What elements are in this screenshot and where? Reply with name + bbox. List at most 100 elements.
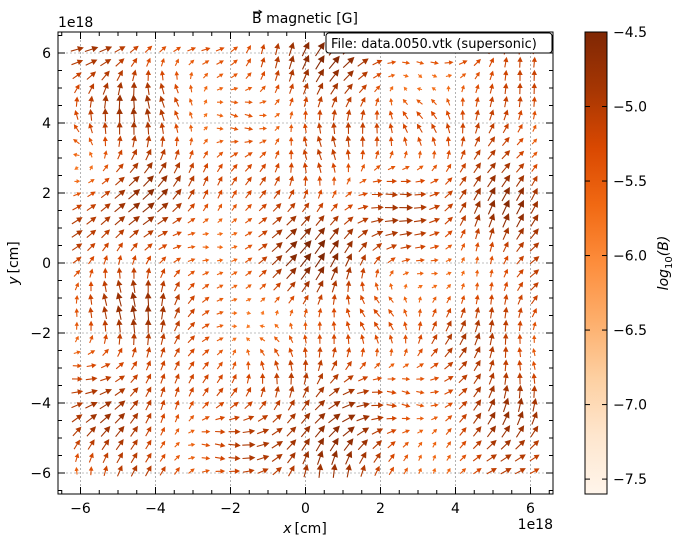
field-arrow xyxy=(389,269,394,277)
field-arrow xyxy=(371,217,384,224)
field-arrow xyxy=(159,453,166,462)
field-arrow xyxy=(203,126,208,131)
field-arrow xyxy=(117,149,123,160)
field-arrow xyxy=(302,346,308,358)
field-arrow xyxy=(503,82,509,95)
field-arrow xyxy=(331,307,337,318)
field-arrow xyxy=(373,308,381,317)
field-arrow xyxy=(302,385,309,398)
field-arrow xyxy=(145,399,152,411)
field-arrow xyxy=(514,454,526,462)
field-arrow xyxy=(430,244,440,250)
field-arrow xyxy=(516,187,524,201)
field-arrow xyxy=(144,243,153,251)
y-tick-label: 6 xyxy=(42,46,51,62)
field-arrow xyxy=(259,324,265,329)
field-arrow xyxy=(489,83,495,94)
field-arrow xyxy=(430,362,439,369)
field-arrow xyxy=(231,337,237,342)
field-arrow xyxy=(159,122,166,134)
field-arrow xyxy=(530,200,538,214)
field-arrow xyxy=(502,241,509,253)
field-arrow xyxy=(259,163,267,173)
field-arrow xyxy=(430,376,440,382)
field-arrow xyxy=(474,96,480,107)
field-arrow xyxy=(201,416,210,421)
field-arrow xyxy=(532,348,537,357)
field-arrow xyxy=(473,175,482,187)
field-arrow xyxy=(358,191,368,197)
field-arrow xyxy=(517,320,523,331)
field-arrow xyxy=(145,373,152,384)
field-arrow xyxy=(230,139,239,144)
field-arrow xyxy=(244,100,253,105)
field-arrow xyxy=(331,109,338,121)
field-arrow xyxy=(216,139,224,144)
field-arrow xyxy=(486,425,497,438)
field-arrow xyxy=(432,296,437,303)
field-arrow xyxy=(374,362,381,369)
field-arrow xyxy=(145,135,152,148)
field-arrow xyxy=(500,454,512,462)
field-arrow xyxy=(274,125,280,131)
field-arrow xyxy=(386,178,398,184)
field-arrow xyxy=(429,231,440,237)
field-arrow xyxy=(245,298,252,302)
field-arrow xyxy=(429,217,441,224)
field-arrow xyxy=(287,202,296,213)
field-arrow xyxy=(302,82,309,95)
field-arrow xyxy=(472,454,482,462)
field-arrow xyxy=(517,359,523,371)
field-arrow xyxy=(374,135,380,147)
field-arrow xyxy=(488,213,496,228)
field-arrow xyxy=(488,294,495,305)
field-arrow xyxy=(214,442,226,448)
field-arrow xyxy=(146,57,151,67)
field-arrow xyxy=(416,376,425,382)
field-arrow xyxy=(357,58,369,67)
field-arrow xyxy=(229,415,240,421)
field-arrow xyxy=(473,412,482,424)
field-arrow xyxy=(303,110,308,120)
field-arrow xyxy=(73,139,80,145)
field-arrow xyxy=(299,240,312,254)
field-arrow xyxy=(187,335,195,344)
field-arrow xyxy=(315,266,325,281)
field-arrow xyxy=(143,230,154,238)
field-arrow xyxy=(287,281,296,292)
field-arrow xyxy=(116,121,123,135)
field-arrow xyxy=(503,306,509,319)
field-arrow xyxy=(414,204,427,211)
field-arrow xyxy=(260,297,266,303)
field-arrow xyxy=(243,468,255,474)
field-arrow xyxy=(517,281,524,291)
field-arrow xyxy=(444,60,454,65)
field-arrow xyxy=(417,308,423,317)
field-arrow xyxy=(73,439,81,450)
field-arrow xyxy=(272,268,282,279)
field-arrow xyxy=(201,469,210,474)
field-arrow xyxy=(271,453,283,462)
field-arrow xyxy=(444,347,453,358)
field-arrow xyxy=(288,136,294,146)
field-arrow xyxy=(274,56,281,69)
field-arrow xyxy=(416,165,424,171)
field-arrow xyxy=(328,387,340,397)
field-arrow xyxy=(187,217,196,224)
field-arrow xyxy=(501,425,511,438)
field-arrow xyxy=(374,334,380,344)
field-arrow xyxy=(102,108,109,122)
field-arrow xyxy=(371,415,384,422)
field-arrow xyxy=(459,427,467,436)
field-arrow xyxy=(188,415,195,422)
field-arrow xyxy=(486,467,497,475)
field-arrow xyxy=(316,280,324,293)
field-arrow xyxy=(416,258,425,263)
colorbar-tick-label: −5.0 xyxy=(613,100,647,116)
field-arrow xyxy=(174,428,180,435)
field-arrow xyxy=(459,201,467,213)
field-arrow xyxy=(331,360,338,371)
field-arrow xyxy=(71,402,84,409)
field-arrow xyxy=(187,188,195,200)
field-arrow xyxy=(174,293,180,306)
